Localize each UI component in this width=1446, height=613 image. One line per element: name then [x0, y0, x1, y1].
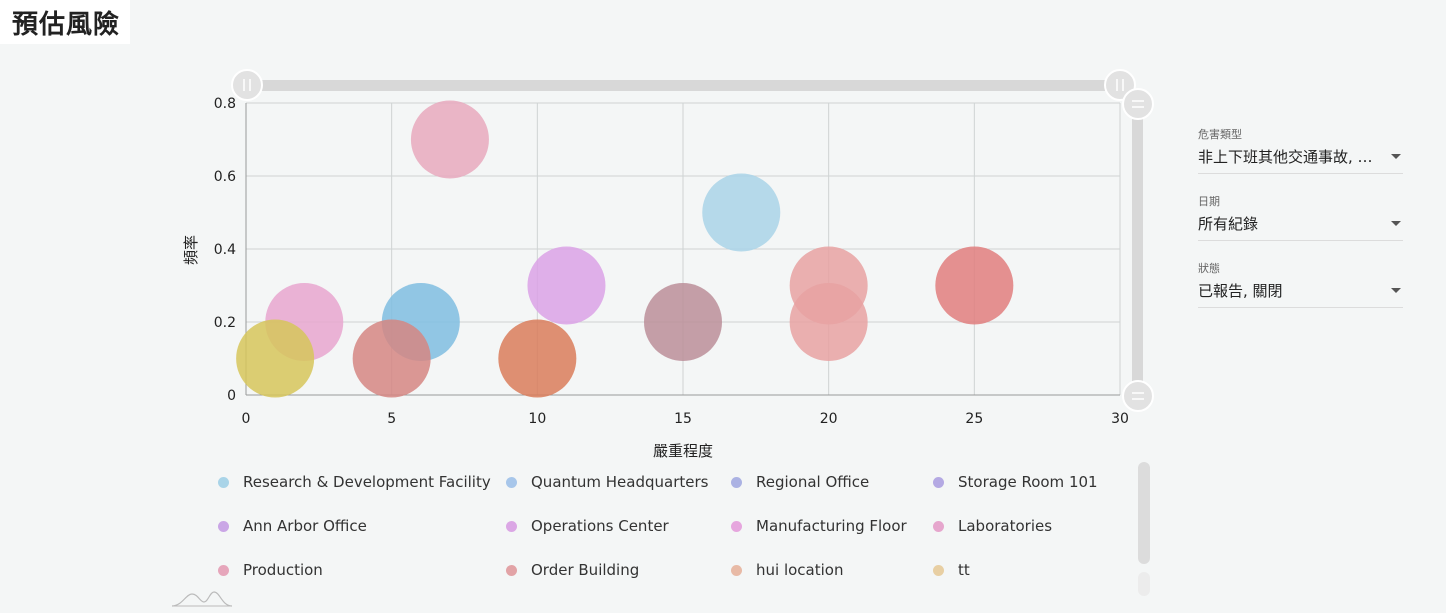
legend-item[interactable]: Laboratories	[933, 517, 1052, 535]
legend-dot-icon	[506, 564, 517, 576]
x-slider-left-handle[interactable]	[231, 69, 263, 101]
legend-item[interactable]: tt	[933, 561, 970, 579]
legend-dot-icon	[933, 564, 944, 576]
mini-preview-icon[interactable]	[171, 591, 233, 607]
legend-dot-icon	[218, 564, 229, 576]
y-tick-label: 0.6	[214, 169, 236, 185]
title-background	[0, 0, 130, 44]
y-slider-top-handle[interactable]	[1122, 88, 1154, 120]
legend-label: Manufacturing Floor	[756, 517, 907, 535]
y-tick-label: 0.8	[214, 96, 236, 112]
legend-dot-icon	[218, 520, 229, 532]
bubble-point[interactable]	[236, 319, 315, 398]
date-value[interactable]: 所有紀錄	[1198, 215, 1259, 233]
legend-item[interactable]: Quantum Headquarters	[506, 473, 708, 491]
bubble-series	[236, 100, 1014, 398]
legend-dot-icon	[506, 520, 517, 532]
bubble-point[interactable]	[644, 283, 722, 361]
legend-label: Regional Office	[756, 473, 870, 491]
legend-dot-icon	[933, 520, 944, 532]
legend-dot-icon	[731, 520, 742, 532]
x-tick-label: 25	[965, 411, 983, 427]
date-label: 日期	[1198, 195, 1220, 208]
y-tick-label: 0.4	[214, 242, 236, 258]
y-axis-title: 頻率	[182, 235, 200, 265]
hazard-type-value[interactable]: 非上下班其他交通事故, …	[1198, 148, 1373, 166]
y-tick-label: 0	[227, 388, 236, 404]
legend-dot-icon	[731, 564, 742, 576]
hazard-type-filter[interactable]: 危害類型 非上下班其他交通事故, …	[1198, 128, 1403, 174]
legend-label: Ann Arbor Office	[243, 517, 367, 535]
legend-label: Order Building	[531, 561, 640, 579]
y-slider-bottom-handle[interactable]	[1122, 380, 1154, 412]
legend-item[interactable]: Storage Room 101	[933, 473, 1098, 491]
bubble-point[interactable]	[789, 283, 868, 361]
legend-item[interactable]: Manufacturing Floor	[731, 517, 907, 535]
x-tick-label: 5	[387, 411, 396, 427]
x-tick-label: 10	[528, 411, 546, 427]
bubble-point[interactable]	[498, 319, 577, 398]
legend-dot-icon	[218, 476, 229, 488]
page-title: 預估風險	[12, 10, 121, 40]
date-filter[interactable]: 日期 所有紀錄	[1198, 195, 1403, 241]
chevron-down-icon[interactable]	[1391, 154, 1401, 159]
legend-item[interactable]: Ann Arbor Office	[218, 517, 367, 535]
status-label: 狀態	[1198, 262, 1220, 275]
legend-label: Quantum Headquarters	[531, 473, 709, 491]
legend-dot-icon	[506, 476, 517, 488]
y-slider-track[interactable]	[1132, 104, 1143, 396]
bubble-point[interactable]	[702, 173, 781, 252]
x-tick-label: 15	[674, 411, 692, 427]
legend-item[interactable]: Order Building	[506, 561, 639, 579]
legend-label: Research & Development Facility	[243, 473, 491, 491]
legend-item[interactable]: Regional Office	[731, 473, 869, 491]
x-tick-label: 0	[242, 411, 251, 427]
legend-label: hui location	[756, 561, 844, 579]
legend-item[interactable]: Operations Center	[506, 517, 669, 535]
y-zoom-slider[interactable]	[1122, 88, 1154, 412]
legend-label: Laboratories	[958, 517, 1053, 535]
chevron-down-icon[interactable]	[1391, 288, 1401, 293]
legend-dot-icon	[731, 476, 742, 488]
legend-scrollbar[interactable]	[1138, 462, 1150, 564]
bubble-point[interactable]	[935, 246, 1014, 325]
bubble-point[interactable]	[352, 319, 431, 398]
legend-label: Operations Center	[531, 517, 669, 535]
legend-item[interactable]: Research & Development Facility	[218, 473, 491, 491]
status-value[interactable]: 已報告, 關閉	[1198, 282, 1283, 300]
chevron-down-icon[interactable]	[1391, 221, 1401, 226]
x-tick-label: 20	[820, 411, 838, 427]
x-zoom-slider[interactable]	[231, 69, 1136, 101]
y-tick-label: 0.2	[214, 315, 236, 331]
legend-label: Storage Room 101	[958, 473, 1098, 491]
legend-label: tt	[958, 561, 970, 579]
legend-item[interactable]: Production	[218, 561, 323, 579]
x-axis-title: 嚴重程度	[653, 442, 713, 460]
x-slider-track[interactable]	[248, 80, 1120, 91]
filter-panel: 危害類型 非上下班其他交通事故, … 日期 所有紀錄 狀態 已報告, 關閉	[1198, 128, 1403, 329]
hazard-type-label: 危害類型	[1198, 128, 1242, 141]
legend-item[interactable]: hui location	[731, 561, 843, 579]
legend-label: Production	[243, 561, 323, 579]
bubble-point[interactable]	[410, 100, 489, 179]
legend-scrollbar-end[interactable]	[1138, 572, 1150, 596]
x-tick-label: 30	[1111, 411, 1129, 427]
bubble-point[interactable]	[527, 246, 606, 325]
legend-dot-icon	[933, 476, 944, 488]
status-filter[interactable]: 狀態 已報告, 關閉	[1198, 262, 1403, 308]
